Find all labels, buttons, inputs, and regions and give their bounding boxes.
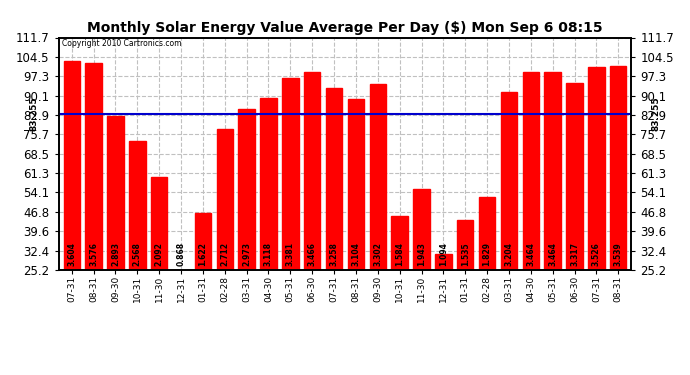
Bar <box>151 177 168 338</box>
Bar <box>501 92 517 338</box>
Text: 1.535: 1.535 <box>461 242 470 266</box>
Text: 3.381: 3.381 <box>286 242 295 266</box>
Text: 3.204: 3.204 <box>504 242 513 266</box>
Text: 2.568: 2.568 <box>133 242 142 266</box>
Bar <box>304 72 320 338</box>
Bar <box>348 99 364 338</box>
Bar <box>107 116 124 338</box>
Text: 3.576: 3.576 <box>89 242 98 266</box>
Bar <box>435 254 451 338</box>
Text: 1.622: 1.622 <box>199 242 208 266</box>
Text: 3.464: 3.464 <box>526 242 535 266</box>
Bar <box>588 67 604 338</box>
Bar <box>544 72 561 338</box>
Bar <box>479 197 495 338</box>
Bar <box>522 72 539 338</box>
Bar <box>566 83 583 338</box>
Text: 2.092: 2.092 <box>155 242 164 266</box>
Bar <box>370 84 386 338</box>
Text: 2.893: 2.893 <box>111 242 120 266</box>
Bar <box>195 213 211 338</box>
Text: 3.466: 3.466 <box>308 242 317 266</box>
Text: 1.943: 1.943 <box>417 242 426 266</box>
Bar <box>129 141 146 338</box>
Title: Monthly Solar Energy Value Average Per Day ($) Mon Sep 6 08:15: Monthly Solar Energy Value Average Per D… <box>87 21 603 35</box>
Text: 3.526: 3.526 <box>592 242 601 266</box>
Bar <box>610 66 627 338</box>
Text: 1.584: 1.584 <box>395 242 404 266</box>
Bar <box>326 87 342 338</box>
Text: 3.104: 3.104 <box>351 242 360 266</box>
Text: 3.464: 3.464 <box>548 242 557 266</box>
Bar <box>413 189 430 338</box>
Bar <box>260 98 277 338</box>
Text: Copyright 2010 Cartronics.com: Copyright 2010 Cartronics.com <box>61 39 181 48</box>
Text: 2.712: 2.712 <box>220 242 229 266</box>
Bar <box>63 61 80 338</box>
Text: 1.094: 1.094 <box>439 242 448 266</box>
Bar <box>173 271 189 338</box>
Bar <box>217 129 233 338</box>
Text: 3.539: 3.539 <box>613 242 623 266</box>
Bar <box>282 78 299 338</box>
Text: 3.604: 3.604 <box>67 242 77 266</box>
Bar <box>239 110 255 338</box>
Text: 83.255: 83.255 <box>29 97 38 131</box>
Bar <box>457 220 473 338</box>
Text: 3.118: 3.118 <box>264 242 273 266</box>
Text: 83.255: 83.255 <box>652 97 661 131</box>
Bar <box>86 63 102 338</box>
Text: 3.317: 3.317 <box>570 242 579 266</box>
Text: 0.868: 0.868 <box>177 242 186 266</box>
Text: 1.829: 1.829 <box>482 242 491 266</box>
Text: 3.258: 3.258 <box>330 242 339 266</box>
Bar <box>391 216 408 338</box>
Text: 3.302: 3.302 <box>373 242 382 266</box>
Text: 2.973: 2.973 <box>242 242 251 266</box>
